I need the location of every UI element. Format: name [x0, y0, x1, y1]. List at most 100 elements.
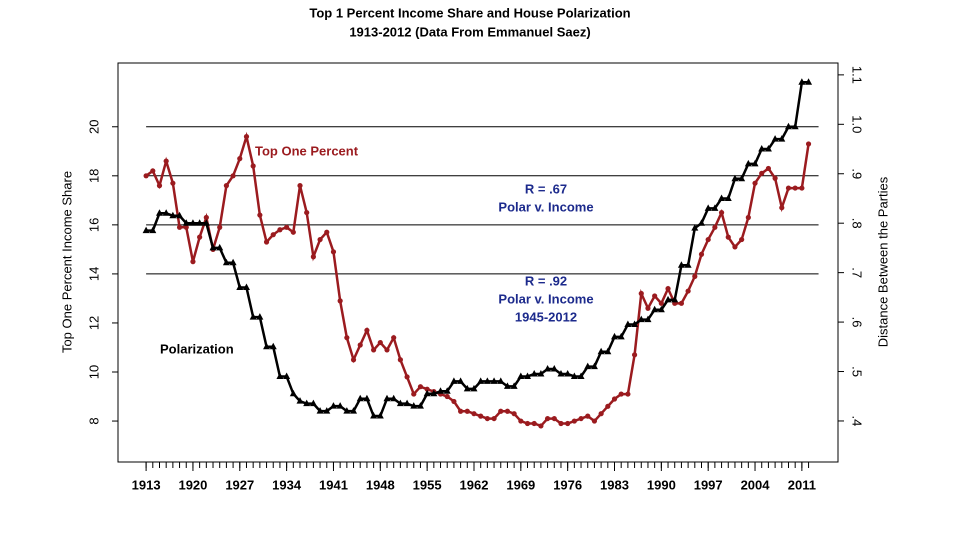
point [732, 244, 738, 250]
point [665, 286, 671, 292]
point [257, 212, 263, 218]
point [170, 180, 176, 186]
point [739, 236, 745, 243]
point [611, 332, 619, 340]
point [377, 339, 383, 346]
point [190, 259, 196, 265]
point [223, 183, 230, 189]
point [491, 415, 497, 422]
point [323, 407, 331, 414]
point [270, 232, 276, 238]
point [658, 300, 664, 306]
point [657, 305, 665, 313]
point [565, 420, 571, 427]
point [202, 219, 210, 226]
point [697, 219, 705, 226]
point [277, 227, 283, 233]
point [644, 315, 652, 323]
x-tick-label: 1969 [506, 477, 535, 492]
point [350, 357, 357, 363]
point [284, 224, 290, 230]
point [410, 402, 418, 409]
point [483, 377, 491, 384]
point [571, 418, 577, 424]
point [391, 335, 397, 341]
point [250, 163, 256, 169]
point [484, 415, 490, 422]
point [517, 372, 525, 379]
point [724, 194, 732, 201]
y-tick-label: 20 [86, 120, 101, 134]
point [605, 403, 611, 409]
point [363, 394, 371, 402]
point [738, 174, 746, 182]
series-line [145, 131, 810, 428]
point [357, 342, 363, 348]
point [631, 320, 639, 328]
x-tick-label: 1913 [132, 477, 161, 492]
point [524, 372, 532, 379]
point [577, 372, 585, 379]
point [343, 407, 351, 414]
x-tick-label: 2004 [741, 477, 771, 492]
point [183, 224, 189, 230]
point [557, 369, 565, 377]
point [799, 185, 805, 191]
point [336, 402, 344, 409]
point [638, 290, 644, 297]
point [784, 122, 792, 130]
point [578, 415, 584, 422]
point [217, 224, 223, 230]
x-tick-label: 1955 [413, 477, 442, 492]
point [150, 168, 156, 174]
point [303, 399, 311, 407]
point [551, 415, 557, 422]
point [463, 384, 471, 392]
point [497, 377, 505, 384]
point [142, 226, 150, 234]
point [430, 389, 438, 397]
point [317, 236, 323, 243]
chart-title: Top 1 Percent Income Share and House Pol… [309, 5, 630, 20]
point [370, 412, 378, 419]
y-tick-label: 16 [86, 218, 101, 232]
y-tick-label: 18 [86, 169, 101, 183]
point [451, 398, 457, 405]
point [376, 412, 384, 419]
point [570, 372, 578, 379]
point [296, 397, 304, 404]
y2-tick-label: .6 [850, 317, 865, 328]
point [316, 407, 324, 414]
x-tick-label: 1997 [694, 477, 723, 492]
point [243, 133, 250, 140]
point [692, 273, 698, 279]
x-tick-label: 1990 [647, 477, 676, 492]
y2-tick-label: .4 [850, 416, 865, 427]
point [618, 391, 624, 397]
point [631, 352, 638, 358]
point [344, 335, 350, 341]
point [384, 347, 390, 353]
plot-frame [117, 62, 839, 463]
y2-tick-label: .9 [850, 168, 865, 179]
y2-tick-label: 1.0 [850, 115, 865, 133]
x-tick-label: 1976 [553, 477, 582, 492]
point [504, 408, 511, 414]
point [237, 156, 243, 162]
x-tick-label: 1983 [600, 477, 629, 492]
point [416, 402, 424, 409]
point [464, 408, 470, 414]
chart-subtitle: 1913-2012 (Data From Emmanuel Saez) [349, 24, 590, 39]
point [236, 283, 244, 290]
point [356, 394, 364, 402]
point [209, 243, 217, 251]
point [791, 122, 799, 130]
point [458, 408, 464, 414]
point [411, 391, 417, 397]
point [470, 384, 478, 392]
point [544, 365, 552, 372]
point [591, 418, 598, 424]
series-label: Top One Percent [255, 143, 359, 158]
point [310, 254, 316, 260]
point [256, 313, 264, 320]
